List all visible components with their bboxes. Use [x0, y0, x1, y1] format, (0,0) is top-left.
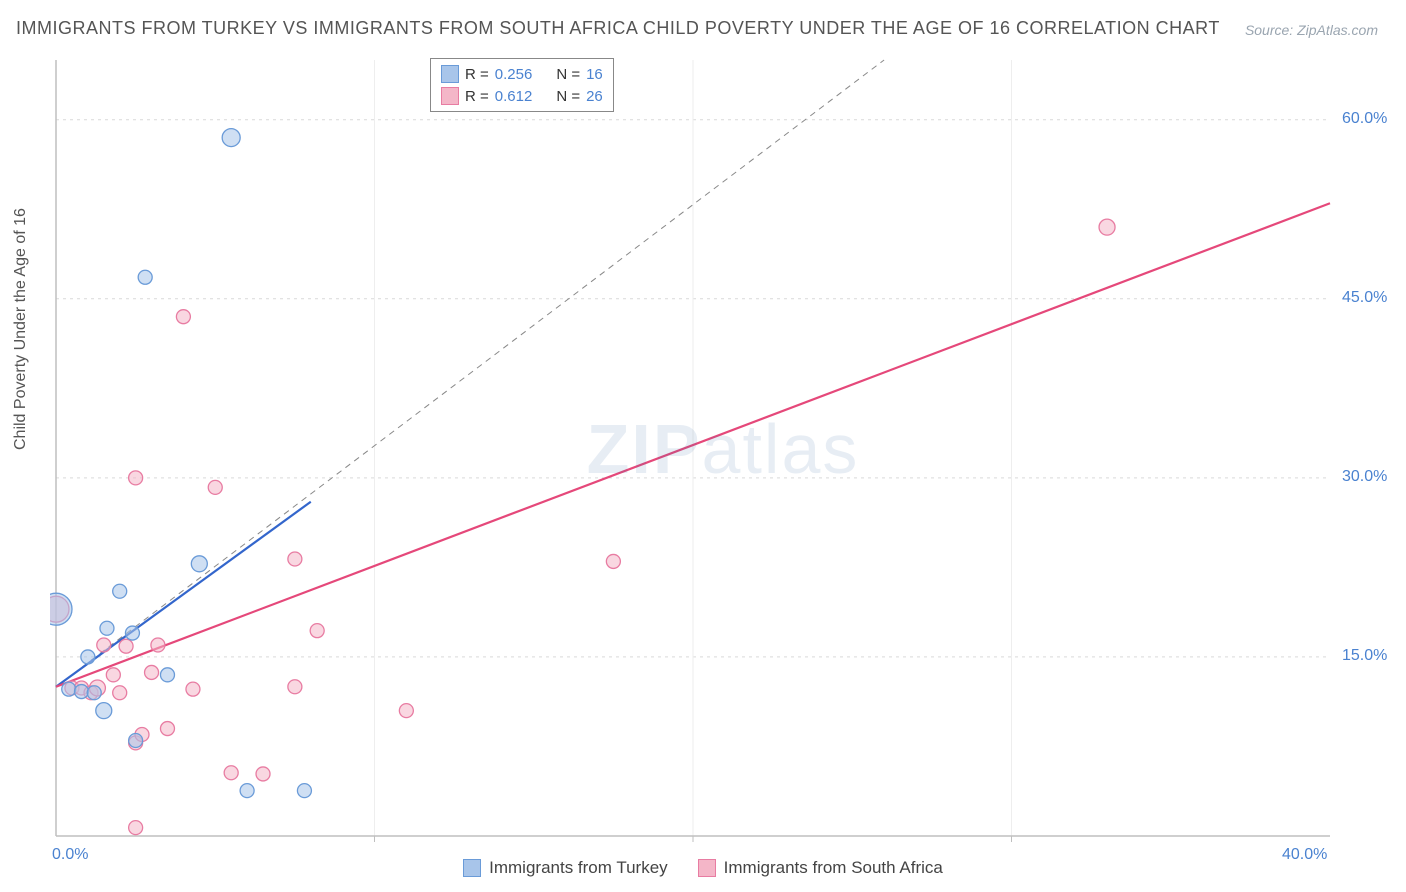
swatch-turkey-icon: [463, 859, 481, 877]
swatch-south-africa-icon: [698, 859, 716, 877]
swatch-turkey: [441, 65, 459, 83]
r-label: R =: [465, 66, 489, 83]
x-tick-label: 40.0%: [1282, 846, 1327, 864]
n-value-turkey: 16: [586, 66, 603, 83]
correlation-legend: R = 0.256 N = 16 R = 0.612 N = 26: [430, 58, 614, 112]
y-tick-label: 45.0%: [1342, 289, 1387, 307]
legend-item-south-africa: Immigrants from South Africa: [698, 858, 943, 878]
source-attribution: Source: ZipAtlas.com: [1245, 22, 1378, 38]
r-value-turkey: 0.256: [495, 66, 533, 83]
swatch-south-africa: [441, 87, 459, 105]
y-axis-label: Child Poverty Under the Age of 16: [12, 208, 30, 450]
r-value-south-africa: 0.612: [495, 88, 533, 105]
series-legend: Immigrants from Turkey Immigrants from S…: [0, 858, 1406, 878]
y-tick-label: 60.0%: [1342, 110, 1387, 128]
chart-plot-area: ZIPatlas: [50, 56, 1396, 842]
chart-svg: [50, 56, 1396, 842]
legend-row-south-africa: R = 0.612 N = 26: [441, 85, 603, 107]
legend-label-turkey: Immigrants from Turkey: [489, 858, 668, 878]
x-tick-label: 0.0%: [52, 846, 88, 864]
legend-item-turkey: Immigrants from Turkey: [463, 858, 668, 878]
y-tick-label: 30.0%: [1342, 468, 1387, 486]
y-tick-label: 15.0%: [1342, 647, 1387, 665]
legend-label-south-africa: Immigrants from South Africa: [724, 858, 943, 878]
chart-title: IMMIGRANTS FROM TURKEY VS IMMIGRANTS FRO…: [16, 18, 1220, 39]
n-label: N =: [556, 66, 580, 83]
r-label: R =: [465, 88, 489, 105]
n-value-south-africa: 26: [586, 88, 603, 105]
legend-row-turkey: R = 0.256 N = 16: [441, 63, 603, 85]
n-label: N =: [556, 88, 580, 105]
